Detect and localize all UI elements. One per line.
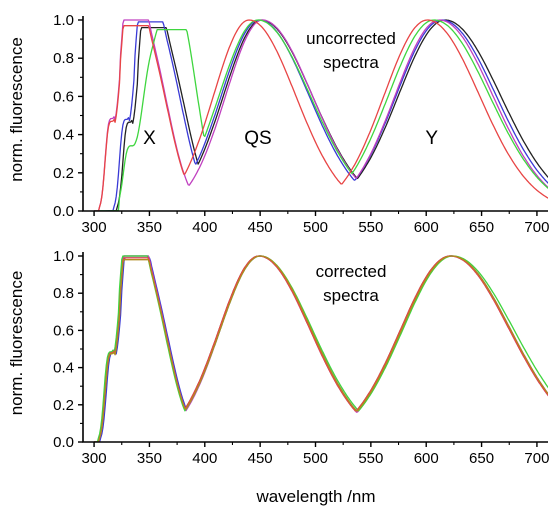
spectrum-line-5 (94, 255, 548, 442)
y-tick-label: 0.6 (53, 88, 74, 105)
spectrum-line-1 (94, 255, 548, 442)
x-tick-label: 500 (303, 450, 328, 467)
x-tick-label: 450 (248, 219, 273, 236)
top-panel-uncorrected: 300 350 400 450 500 550 600 650 700 0.0 0.2 0.4 0.6 0… (7, 12, 549, 236)
band-label-x: X (143, 128, 156, 149)
spectrum-line-4 (94, 19, 548, 211)
y-tick-label: 0.4 (53, 127, 74, 144)
x-tick-label: 600 (414, 450, 439, 467)
spectrum-line-3 (94, 255, 548, 442)
x-tick-label: 300 (82, 450, 107, 467)
x-tick-label: 700 (524, 450, 549, 467)
spectrum-line-6 (94, 255, 548, 442)
y-tick-label: 0.6 (53, 322, 74, 339)
y-tick-label: 1.0 (53, 248, 74, 265)
x-tick-label: 450 (248, 450, 273, 467)
y-tick-label: 0.2 (53, 165, 74, 182)
y-tick-label: 0.0 (53, 203, 74, 220)
y-tick-label: 0.8 (53, 50, 74, 67)
bottom-panel-corrected: 300 350 400 450 500 550 600 650 700 0.0 0.2 0.4 0.6 0… (7, 248, 549, 467)
band-label-y: Y (425, 128, 438, 149)
x-tick-label: 700 (524, 219, 549, 236)
panel-annotation: uncorrected (306, 29, 396, 48)
y-axis-title: norm. fluorescence (7, 37, 26, 182)
x-tick-label: 550 (358, 450, 383, 467)
spectrum-line-5 (94, 19, 548, 211)
x-tick-label: 300 (82, 219, 107, 236)
x-tick-label: 350 (137, 219, 162, 236)
x-tick-label: 400 (192, 450, 217, 467)
spectrum-line-2 (94, 255, 548, 442)
x-axis-title: wavelength /nm (255, 487, 375, 506)
x-tick-label: 550 (358, 219, 383, 236)
y-tick-label: 0.0 (53, 434, 74, 451)
y-axis-title: norm. fluorescence (7, 271, 26, 416)
spectrum-line-2 (94, 19, 548, 211)
band-label-qs: QS (244, 128, 271, 149)
x-tick-label: 600 (414, 219, 439, 236)
y-tick-label: 0.2 (53, 397, 74, 414)
series-lines (94, 255, 548, 442)
x-tick-label: 350 (137, 450, 162, 467)
panel-annotation: spectra (323, 53, 379, 72)
x-tick-label: 500 (303, 219, 328, 236)
y-tick-label: 0.4 (53, 360, 74, 377)
y-tick-label: 1.0 (53, 12, 74, 29)
spectrum-line-1 (94, 19, 548, 211)
series-lines (94, 19, 548, 211)
x-tick-label: 650 (469, 450, 494, 467)
x-tick-label: 400 (192, 219, 217, 236)
panel-annotation: corrected (316, 262, 387, 281)
x-tick-label: 650 (469, 219, 494, 236)
y-tick-label: 0.8 (53, 285, 74, 302)
spectrum-line-3 (94, 19, 548, 211)
spectrum-line-4 (94, 255, 548, 442)
panel-annotation: spectra (323, 286, 379, 305)
